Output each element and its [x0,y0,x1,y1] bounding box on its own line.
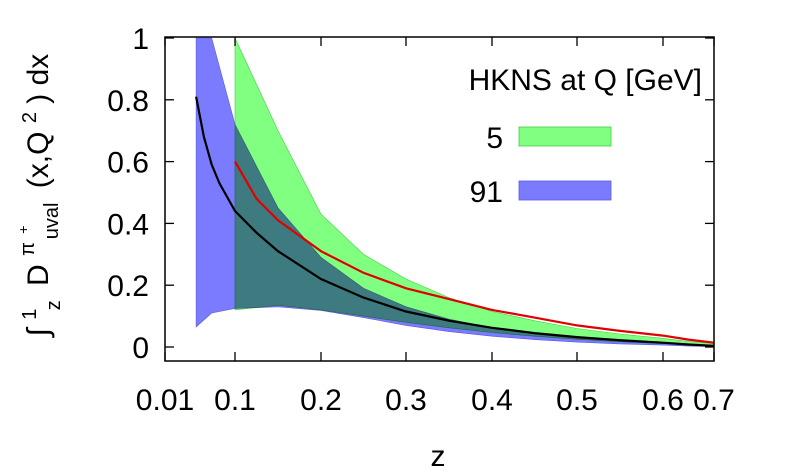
x-tick-label: 0.3 [385,384,427,417]
legend-label-5: 5 [486,122,503,155]
y-title-integral: ∫ [22,326,55,338]
legend-label-91: 91 [470,176,503,209]
legend-swatch-91 [518,180,612,201]
y-title-superscript-sign: + [15,226,31,234]
x-tick-label: 0.6 [642,384,684,417]
axis-ticks [164,37,715,361]
x-axis-title: z [431,440,446,473]
legend-title: HKNS at Q [GeV] [469,64,702,97]
x-tick-labels: 0.01 0.1 0.2 0.3 0.4 0.5 0.6 0.7 [136,384,735,417]
y-tick-label: 0.6 [107,147,149,180]
y-title-superscript: π [17,242,39,256]
x-tick-label: 0.4 [471,384,513,417]
y-title-args-open: (x,Q [22,132,55,189]
y-tick-label: 0 [132,332,149,365]
x-tick-label: 0.1 [214,384,256,417]
y-title-upper-limit: 1 [19,309,41,320]
y-title-args-close: ) dx [22,54,55,104]
y-tick-label: 1 [132,23,149,56]
y-title-d: D [22,264,55,286]
x-tick-label: 0.5 [556,384,598,417]
x-tick-label: 0.2 [300,384,342,417]
y-tick-label: 0.8 [107,85,149,118]
y-tick-labels: 0 0.2 0.4 0.6 0.8 1 [107,23,149,365]
x-tick-label: 0.01 [136,384,194,417]
y-tick-label: 0.2 [107,270,149,303]
y-title-lower-limit: z [43,300,65,310]
x-tick-label: 0.7 [693,384,735,417]
y-tick-label: 0.4 [107,208,149,241]
legend-swatch-5 [518,126,612,147]
legend: HKNS at Q [GeV] 5 91 [469,64,702,209]
y-axis-title: ∫ 1 z D π + uval (x,Q 2 ) dx [2,54,67,339]
curve-91 [195,96,715,347]
curve-5 [234,161,715,344]
central-curves [195,96,715,347]
plot-frame [164,36,715,362]
y-title-args-exponent: 2 [19,112,41,123]
y-title-subscript: uval [41,203,63,240]
